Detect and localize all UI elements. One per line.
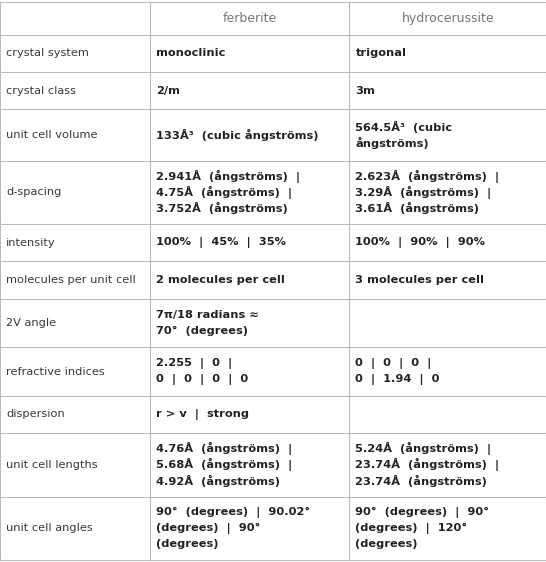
Text: d-spacing: d-spacing: [6, 187, 61, 197]
Text: dispersion: dispersion: [6, 410, 65, 419]
Text: (degrees): (degrees): [355, 539, 418, 549]
Text: (degrees)  |  120°: (degrees) | 120°: [355, 523, 467, 534]
Text: 3 molecules per cell: 3 molecules per cell: [355, 275, 484, 285]
Text: r > v  |  strong: r > v | strong: [156, 409, 249, 420]
Text: 70°  (degrees): 70° (degrees): [156, 326, 248, 336]
Text: 2V angle: 2V angle: [6, 318, 56, 328]
Text: molecules per unit cell: molecules per unit cell: [6, 275, 136, 285]
Text: ferberite: ferberite: [223, 12, 277, 25]
Text: 564.5Å³  (cubic: 564.5Å³ (cubic: [355, 121, 453, 133]
Text: hydrocerussite: hydrocerussite: [401, 12, 494, 25]
Text: (degrees): (degrees): [156, 539, 218, 549]
Text: 0  |  0  |  0  |: 0 | 0 | 0 |: [355, 358, 432, 369]
Text: trigonal: trigonal: [355, 48, 406, 58]
Text: 7π/18 radians ≈: 7π/18 radians ≈: [156, 310, 259, 320]
Text: 2/m: 2/m: [156, 85, 180, 96]
Text: intensity: intensity: [6, 238, 56, 248]
Text: (degrees)  |  90°: (degrees) | 90°: [156, 523, 260, 534]
Text: 0  |  1.94  |  0: 0 | 1.94 | 0: [355, 374, 440, 385]
Text: 23.74Å  (ångströms)  |: 23.74Å (ångströms) |: [355, 458, 500, 472]
Text: 3.29Å  (ångströms)  |: 3.29Å (ångströms) |: [355, 186, 492, 199]
Text: 0  |  0  |  0  |  0: 0 | 0 | 0 | 0: [156, 374, 248, 385]
Text: crystal class: crystal class: [6, 85, 76, 96]
Text: 4.76Å  (ångströms)  |: 4.76Å (ångströms) |: [156, 442, 293, 455]
Text: 3.61Å  (ångströms): 3.61Å (ångströms): [355, 202, 479, 214]
Text: 2.623Å  (ångströms)  |: 2.623Å (ångströms) |: [355, 170, 500, 183]
Text: 2.941Å  (ångströms)  |: 2.941Å (ångströms) |: [156, 170, 300, 183]
Text: crystal system: crystal system: [6, 48, 89, 58]
Text: 133Å³  (cubic ångströms): 133Å³ (cubic ångströms): [156, 129, 319, 141]
Text: 2.255  |  0  |: 2.255 | 0 |: [156, 358, 233, 369]
Text: unit cell lengths: unit cell lengths: [6, 460, 98, 470]
Text: ångströms): ångströms): [355, 137, 429, 149]
Text: 100%  |  45%  |  35%: 100% | 45% | 35%: [156, 237, 286, 248]
Text: 5.24Å  (ångströms)  |: 5.24Å (ångströms) |: [355, 442, 491, 455]
Text: 2 molecules per cell: 2 molecules per cell: [156, 275, 285, 285]
Text: 3m: 3m: [355, 85, 375, 96]
Text: 4.92Å  (ångströms): 4.92Å (ångströms): [156, 475, 280, 487]
Text: 90°  (degrees)  |  90.02°: 90° (degrees) | 90.02°: [156, 507, 310, 518]
Text: 23.74Å  (ångströms): 23.74Å (ångströms): [355, 475, 488, 487]
Text: 5.68Å  (ångströms)  |: 5.68Å (ångströms) |: [156, 458, 293, 472]
Text: 4.75Å  (ångströms)  |: 4.75Å (ångströms) |: [156, 186, 292, 199]
Text: unit cell angles: unit cell angles: [6, 523, 93, 533]
Text: monoclinic: monoclinic: [156, 48, 225, 58]
Text: unit cell volume: unit cell volume: [6, 130, 98, 140]
Text: 100%  |  90%  |  90%: 100% | 90% | 90%: [355, 237, 485, 248]
Text: 3.752Å  (ångströms): 3.752Å (ångströms): [156, 202, 288, 214]
Text: refractive indices: refractive indices: [6, 366, 105, 377]
Text: 90°  (degrees)  |  90°: 90° (degrees) | 90°: [355, 507, 489, 518]
